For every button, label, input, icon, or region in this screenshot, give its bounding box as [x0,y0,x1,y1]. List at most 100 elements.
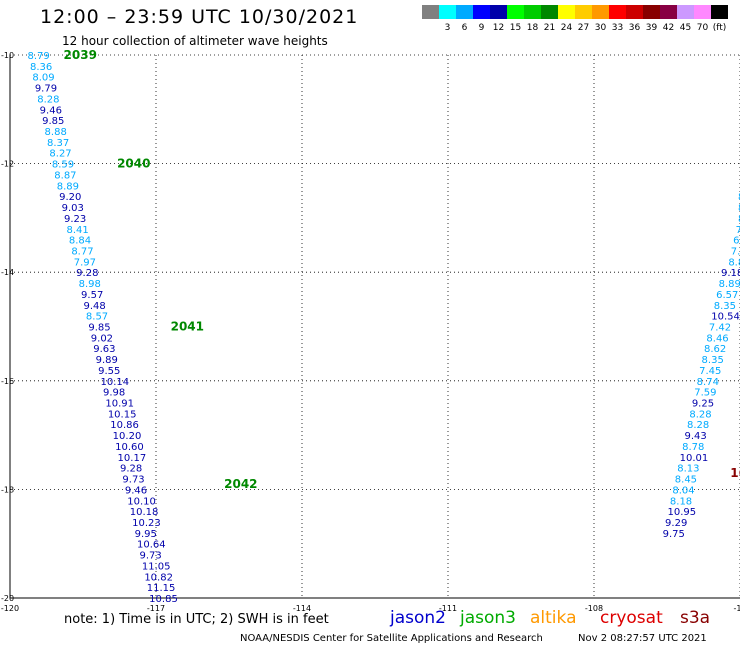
wave-height-value: 8.77 [71,246,93,257]
legend-swatch [694,5,711,19]
page-subtitle: 12 hour collection of altimeter wave hei… [62,34,328,48]
wave-height-value: 7.42 [709,323,731,334]
pass-number-label: 165 [730,466,740,480]
legend-swatch [609,5,626,19]
wave-height-value: 9.85 [88,323,110,334]
y-tick-label: -14 [1,268,14,277]
y-tick-label: -16 [1,377,14,386]
wave-height-value: 8.62 [704,344,726,355]
wave-height-value: 8.36 [30,62,52,73]
wave-height-value: 6.57 [716,290,738,301]
wave-height-value: 6. [733,236,740,247]
wave-height-value: 10.20 [113,431,142,442]
page-title: 12:00 – 23:59 UTC 10/30/2021 [40,6,359,28]
wave-height-value: 10.60 [115,442,144,453]
legend-label: (ft) [712,23,727,33]
wave-height-value: 9.18 [721,268,740,279]
wave-height-value: 9.55 [98,366,120,377]
wave-height-value: 10.86 [110,420,139,431]
wave-height-value: 8. [738,192,740,203]
wave-height-value: 10.54 [711,312,740,323]
x-tick-label: -114 [293,604,311,613]
wave-height-value: 10.15 [108,409,137,420]
wave-height-value: 10.23 [132,518,161,529]
wave-height-value: 8.45 [675,475,697,486]
legend-swatch [490,5,507,19]
wave-height-value: 10.01 [680,453,709,464]
wave-height-value: 9.95 [135,529,157,540]
wave-height-value: 8.04 [672,485,694,496]
y-tick-label: -12 [1,160,14,169]
wave-height-value: 9.03 [62,203,84,214]
legend-label: 42 [662,23,675,33]
wave-height-value: 9.63 [93,344,115,355]
legend-swatch [643,5,660,19]
x-tick-label: -10 [733,604,740,613]
wave-height-value: 9.79 [35,84,57,95]
wave-height-value: 9.29 [665,518,687,529]
legend-label: 12 [492,23,505,33]
header: 12:00 – 23:59 UTC 10/30/2021 12 hour col… [0,0,740,55]
legend-swatch [660,5,677,19]
wave-height-value: 9.28 [76,268,98,279]
wave-height-value: 10.10 [127,496,156,507]
x-tick-label: -111 [439,604,457,613]
legend-swatch [507,5,524,19]
legend-label: 3 [444,23,451,33]
legend-swatch [439,5,456,19]
wave-height-value: 10.14 [101,377,130,388]
wave-height-value: 10.91 [105,399,134,410]
wave-height-value: 8.28 [689,409,711,420]
credit-text: NOAA/NESDIS Center for Satellite Applica… [240,633,543,644]
wave-height-value: 8.28 [37,94,59,105]
legend-swatch [626,5,643,19]
wave-height-value: 7.59 [694,388,716,399]
wave-height-value: 8.84 [69,236,91,247]
wave-height-value: 10.64 [137,540,166,551]
wave-height-value: 7.5 [731,246,740,257]
wave-height-value: 8.57 [86,312,108,323]
legend-label: 18 [526,23,539,33]
wave-height-value: 9.46 [40,105,62,116]
legend-label: 30 [594,23,607,33]
wave-height-value: 8.18 [670,496,692,507]
legend-swatch [456,5,473,19]
satellite-label-jason2: jason2 [390,608,446,628]
timestamp: Nov 2 08:27:57 UTC 2021 [578,633,707,644]
legend-label: 45 [679,23,692,33]
legend-swatch [711,5,728,19]
legend-label: 39 [645,23,658,33]
legend-swatch [592,5,609,19]
wave-height-value: 9.75 [663,529,685,540]
wave-height-value: 9.85 [42,116,64,127]
wave-height-value: 8.78 [682,442,704,453]
legend-label: 24 [560,23,573,33]
wave-height-value: 9.48 [83,301,105,312]
wave-height-value: 7.97 [74,257,96,268]
legend-label: 27 [577,23,590,33]
pass-number-label: 2042 [224,477,257,491]
wave-height-value: 9.73 [122,475,144,486]
wave-height-value: 8. [738,214,740,225]
wave-height-value: 8.41 [66,225,88,236]
wave-height-value: 8.13 [677,464,699,475]
satellite-label-s3a: s3a [680,608,711,628]
wave-height-value: 8.59 [52,160,74,171]
wave-height-value: 8.74 [697,377,719,388]
footnote: note: 1) Time is in UTC; 2) SWH is in fe… [64,612,329,627]
pass-number-label: 2040 [117,157,150,171]
x-tick-label: -108 [585,604,603,613]
legend-swatch [422,5,439,19]
wave-height-value: 8.88 [45,127,67,138]
legend-label: 15 [509,23,522,33]
legend-swatch [575,5,592,19]
wave-height-value: 9.57 [81,290,103,301]
wave-height-value: 9.98 [103,388,125,399]
satellite-label-altika: altika [530,608,577,628]
wave-height-value: 8.79 [28,51,50,62]
satellite-label-jason3: jason3 [460,608,516,628]
legend-label: 6 [461,23,468,33]
wave-height-value: 9.89 [96,355,118,366]
wave-height-value: 9.23 [64,214,86,225]
